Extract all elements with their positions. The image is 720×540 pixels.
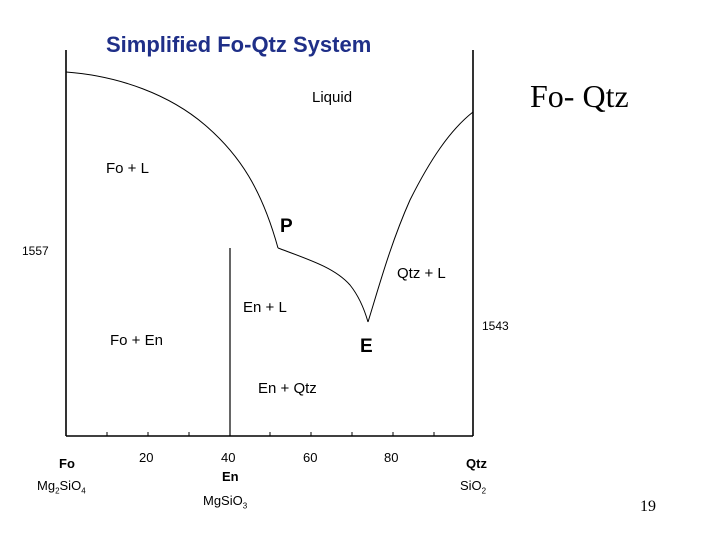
end-member-fo-name: Fo bbox=[59, 456, 75, 471]
diagram-title: Simplified Fo-Qtz System bbox=[106, 32, 372, 57]
temperature-label-eutectic: 1543 bbox=[482, 319, 509, 333]
field-label-fo-en: Fo + En bbox=[110, 332, 163, 349]
field-label-en-l: En + L bbox=[243, 299, 287, 316]
peritectic-point-label: P bbox=[280, 216, 293, 237]
temperature-label-peritectic: 1557 bbox=[22, 244, 49, 258]
qtz-liquidus-curve bbox=[367, 111, 474, 323]
field-label-en-qtz: En + Qtz bbox=[258, 380, 317, 397]
end-member-en-formula: MgSiO3 bbox=[203, 493, 248, 511]
end-member-fo-formula: Mg2SiO4 bbox=[37, 478, 86, 496]
field-label-qtz-l: Qtz + L bbox=[397, 265, 446, 282]
x-tick-label: 40 bbox=[221, 450, 236, 465]
en-liquidus-curve bbox=[277, 247, 369, 323]
x-tick-label: 20 bbox=[139, 450, 154, 465]
x-tick-label: 80 bbox=[384, 450, 399, 465]
end-member-qtz-name: Qtz bbox=[466, 456, 487, 471]
fo-liquidus-curve bbox=[65, 71, 279, 249]
page-number: 19 bbox=[640, 498, 656, 515]
end-member-en-name: En bbox=[222, 469, 239, 484]
field-label-liquid: Liquid bbox=[312, 89, 353, 106]
eutectic-point-label: E bbox=[360, 336, 373, 357]
end-member-qtz-formula: SiO2 bbox=[460, 478, 487, 496]
field-label-fo-l: Fo + L bbox=[106, 160, 149, 177]
slide-heading: Fo- Qtz bbox=[530, 78, 629, 114]
x-tick-label: 60 bbox=[303, 450, 318, 465]
